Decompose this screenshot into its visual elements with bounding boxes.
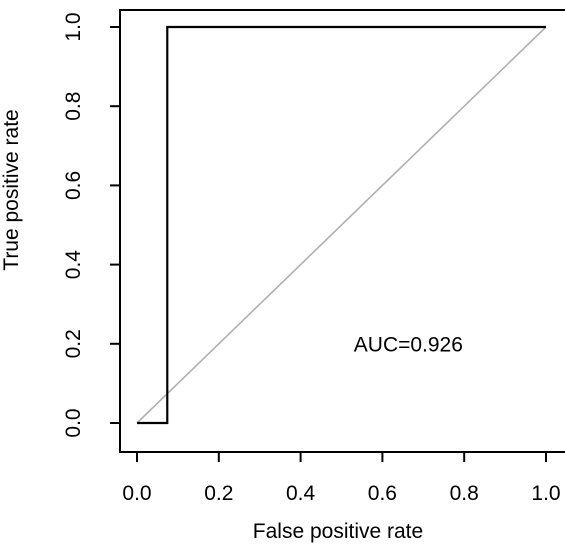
y-tick-label: 0.6 — [62, 171, 85, 200]
annotation-layer: AUC=0.926 — [354, 334, 463, 357]
x-tick-label: 0.0 — [122, 482, 151, 505]
y-tick-label: 0.2 — [62, 329, 85, 358]
plot-frame — [119, 9, 565, 453]
x-tick-label: 0.2 — [204, 482, 233, 505]
y-tick-label: 0.4 — [62, 250, 85, 280]
roc-curve — [137, 25, 546, 425]
series-layer — [136, 25, 547, 425]
y-tick-label: 0.8 — [62, 92, 85, 121]
y-axis-title: True positive rate — [0, 109, 23, 270]
x-tick-label: 0.6 — [368, 482, 397, 505]
y-tick-label: 1.0 — [62, 12, 85, 41]
chance-diagonal — [136, 26, 547, 424]
x-tick-label: 0.4 — [286, 482, 316, 505]
auc-annotation: AUC=0.926 — [354, 334, 463, 357]
x-axis-title: False positive rate — [253, 520, 423, 543]
y-tick-label: 0.0 — [62, 408, 85, 437]
x-tick-label: 1.0 — [531, 482, 560, 505]
axes-layer: 0.0 0.2 0.4 0.6 0.8 1.0 0.0 0.2 0.4 0.6 0.8 1.0 — [62, 12, 561, 505]
x-tick-label: 0.8 — [450, 482, 479, 505]
